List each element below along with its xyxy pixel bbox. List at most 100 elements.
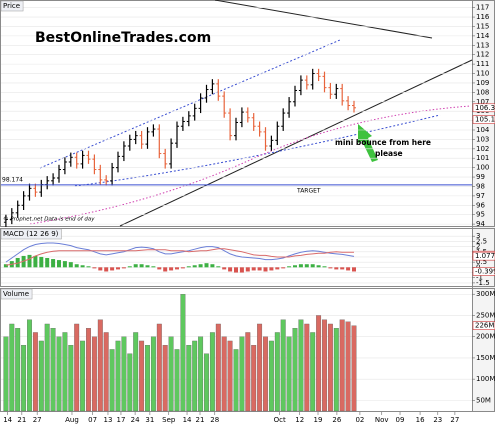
panel-title-box <box>0 288 33 300</box>
y-tick-label: 107 <box>476 98 489 106</box>
x-tick-label: 02 <box>355 416 364 424</box>
y-tick-label: 114 <box>476 32 490 40</box>
macd-histogram-bar <box>186 266 191 268</box>
volume-bar <box>227 340 233 412</box>
y-tick-label: 110 <box>476 70 489 78</box>
macd-histogram-bar <box>275 267 280 270</box>
volume-bar <box>280 319 286 412</box>
volume-bar <box>251 345 257 412</box>
y-tick-label: -1 <box>476 274 483 282</box>
volume-bar <box>209 332 215 412</box>
macd-histogram-bar <box>316 265 321 268</box>
macd-histogram-bar <box>57 260 61 268</box>
volume-bar <box>91 336 97 412</box>
macd-histogram-bar <box>15 258 20 268</box>
x-tick-label: 14 <box>183 416 192 424</box>
volume-bar <box>192 340 198 412</box>
volume-bar <box>127 353 133 412</box>
volume-bar <box>339 319 345 412</box>
volume-bar <box>74 323 80 412</box>
volume-bar <box>97 319 103 412</box>
macd-histogram-bar <box>269 267 274 271</box>
last-value-label: -0.3995 <box>475 267 495 275</box>
volume-bar <box>156 323 162 412</box>
y-tick-label: 97 <box>476 192 485 200</box>
volume-bar <box>168 336 174 412</box>
y-tick-label: 117 <box>476 4 489 12</box>
volume-bar <box>351 325 357 412</box>
volume-bar <box>32 332 38 412</box>
volume-bar <box>298 319 304 412</box>
panel-title-box <box>0 0 24 12</box>
volume-bar <box>316 315 322 412</box>
panel-title: Price <box>3 2 20 10</box>
last-value-box <box>472 251 495 261</box>
volume-bar <box>44 323 50 412</box>
macd-histogram-bar <box>51 259 56 268</box>
y-tick-label: 104 <box>476 126 490 134</box>
last-value-box <box>472 321 495 330</box>
macd-histogram-bar <box>216 266 221 268</box>
x-tick-label: Nov <box>375 416 389 424</box>
volume-bar <box>322 319 327 412</box>
macd-histogram-bar <box>145 265 150 268</box>
macd-histogram-bar <box>175 267 179 270</box>
x-tick-label: 24 <box>131 416 140 424</box>
x-tick-label: 19 <box>314 416 323 424</box>
moving-average <box>29 105 471 225</box>
y-tick-label: 116 <box>476 13 490 21</box>
volume-bar <box>304 323 310 412</box>
volume-bar <box>27 319 32 412</box>
volume-bar <box>50 328 56 412</box>
macd-histogram-bar <box>121 267 126 269</box>
panel-title-box <box>0 228 62 240</box>
macd-histogram-bar <box>163 267 168 272</box>
macd-histogram-bar <box>39 256 44 268</box>
volume-bar <box>257 323 263 412</box>
x-tick-label: 23 <box>433 416 442 424</box>
macd-histogram-bar <box>293 265 297 268</box>
macd-histogram-bar <box>110 267 115 271</box>
x-tick-label: 09 <box>396 416 405 424</box>
volume-bar <box>162 345 168 412</box>
watermark: BestOnlineTrades.com <box>35 30 211 46</box>
panel-title: Volume <box>3 290 29 298</box>
macd-histogram-bar <box>192 265 197 268</box>
x-tick-label: 17 <box>116 416 125 424</box>
volume-bar <box>56 336 62 412</box>
macd-histogram-bar <box>127 266 132 268</box>
macd-histogram-bar <box>180 267 185 269</box>
volume-bar <box>21 345 27 412</box>
last-value-box <box>472 115 495 124</box>
green-arrow <box>358 124 378 162</box>
macd-histogram-bar <box>310 264 315 268</box>
volume-bar <box>133 332 139 412</box>
x-tick-label: 12 <box>295 416 304 424</box>
volume-bar <box>103 332 109 412</box>
macd-histogram-bar <box>234 267 238 273</box>
macd-histogram-bar <box>263 267 268 272</box>
y-tick-label: 300M <box>476 290 495 298</box>
macd-line <box>5 242 355 263</box>
volume-bar <box>274 332 280 412</box>
volume-bar <box>3 336 9 412</box>
volume-bar <box>139 340 145 412</box>
y-tick-label: -1.5 <box>476 279 490 287</box>
volume-bar <box>115 340 121 412</box>
last-value-box <box>472 267 495 276</box>
x-tick-label: 14 <box>3 416 12 424</box>
volume-bar <box>198 336 204 412</box>
y-tick-label: 2.5 <box>476 237 487 245</box>
x-tick-label: 28 <box>210 416 219 424</box>
volume-bar <box>327 323 333 412</box>
macd-histogram-bar <box>328 267 333 269</box>
y-tick-label: 200M <box>476 333 495 341</box>
volume-bar <box>204 353 209 412</box>
volume-bar <box>310 332 316 412</box>
target-label: TARGET <box>296 187 321 194</box>
volume-bar <box>292 328 298 412</box>
macd-histogram-bar <box>334 267 339 270</box>
y-tick-label: 115 <box>476 22 489 30</box>
